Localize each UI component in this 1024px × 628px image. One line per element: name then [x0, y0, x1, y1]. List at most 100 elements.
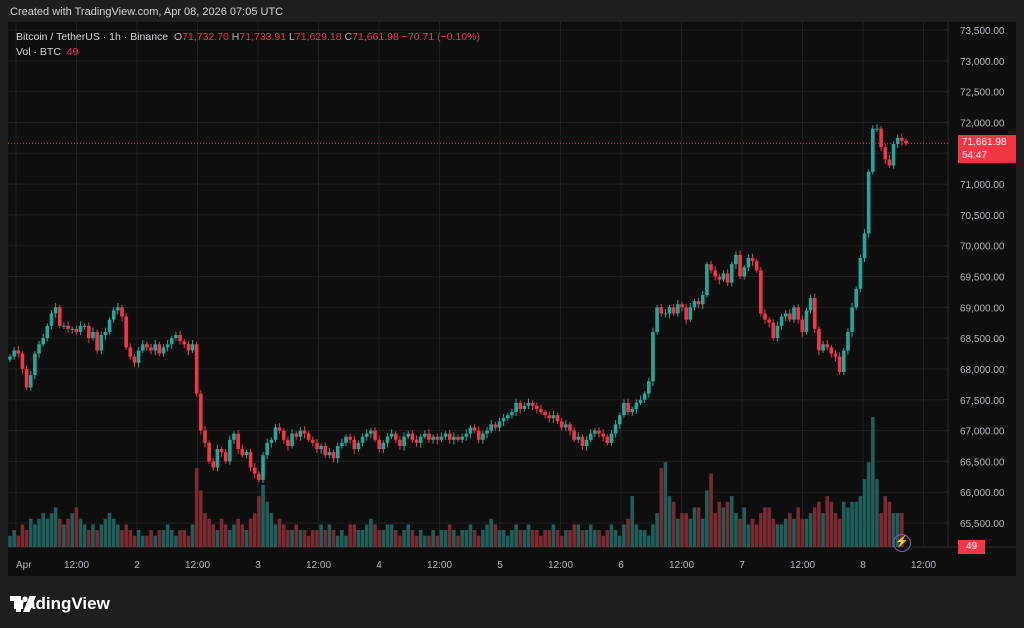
volume-bar [62, 524, 66, 547]
candle-body [775, 325, 780, 339]
candle-body [518, 402, 523, 409]
volume-bar [680, 513, 684, 547]
volume-bar [871, 417, 875, 547]
tradingview-logo[interactable]: TradingView [10, 594, 110, 614]
volume-bar [145, 535, 149, 547]
candle-body [8, 356, 12, 360]
candle-body [265, 442, 269, 456]
candle-body [389, 433, 394, 437]
candle-body [468, 427, 473, 434]
candle-body [443, 433, 448, 437]
candle-body [875, 128, 879, 130]
candle-body [626, 402, 630, 413]
lightning-icon[interactable]: ⚡ [893, 534, 911, 552]
y-tick-label: 72,000.00 [960, 118, 1005, 129]
candle-body [655, 307, 659, 332]
candle-body [493, 424, 498, 428]
change-value: −70.71 (−0.10%) [401, 31, 480, 43]
candle-body [850, 307, 854, 332]
candle-body [37, 344, 41, 354]
volume-bar [543, 530, 547, 547]
volume-bar [393, 530, 398, 547]
x-tick-label: 12:00 [548, 560, 573, 571]
candle-body [286, 439, 290, 446]
volume-bar [41, 513, 45, 547]
volume-bar [348, 524, 352, 547]
volume-bar [667, 496, 672, 547]
volume-bar [481, 530, 485, 547]
candle-body [169, 338, 174, 345]
candle-body [472, 427, 477, 431]
candle-body [605, 436, 610, 443]
candle-body [78, 325, 83, 332]
volume-bar [402, 530, 406, 547]
volume-bar [427, 535, 431, 547]
candle-body [406, 433, 411, 437]
volume-bar [775, 524, 780, 547]
volume-bar [244, 530, 249, 547]
candle-body [688, 307, 693, 320]
high-value: 71,733.91 [239, 31, 287, 43]
volume-bar [613, 530, 618, 547]
candle-body [584, 439, 589, 446]
chart-area[interactable]: 73,500.0073,000.0072,500.0072,000.0071,5… [8, 22, 1016, 576]
volume-bar [700, 518, 705, 547]
candle-body [16, 350, 21, 354]
candle-body [49, 313, 54, 326]
candle-body [360, 436, 365, 443]
y-tick-label: 67,500.00 [960, 396, 1005, 407]
volume-bar [95, 530, 99, 547]
volume-bar [821, 513, 825, 547]
volume-bar [74, 507, 79, 547]
volume-bar [692, 507, 697, 547]
volume-bar [327, 524, 332, 547]
candle-body [66, 325, 70, 329]
candle-body [116, 307, 120, 311]
volume-bar [858, 496, 863, 547]
volume-bar [696, 507, 701, 547]
volume-bar [331, 530, 336, 547]
candle-body [369, 430, 373, 434]
volume-bar [236, 518, 240, 547]
volume-bar [261, 484, 265, 547]
volume-bar [738, 518, 742, 547]
volume-bar [70, 513, 75, 547]
candle-body [418, 436, 423, 443]
volume-bar [219, 518, 224, 547]
volume-bar [468, 524, 473, 547]
volume-bar [829, 501, 834, 547]
candle-body [837, 356, 842, 373]
volume-bar [887, 501, 892, 547]
candlestick-chart[interactable]: 73,500.0073,000.0072,500.0072,000.0071,5… [8, 22, 1016, 576]
candle-body [456, 436, 460, 440]
volume-bar [555, 530, 560, 547]
volume-bar [252, 513, 257, 547]
candle-body [124, 316, 128, 348]
volume-bar [647, 535, 651, 547]
volume-bar [8, 535, 12, 547]
candle-body [659, 307, 664, 314]
candle-body [194, 344, 199, 394]
volume-bar [576, 524, 581, 547]
volume-bar [344, 535, 348, 547]
candle-body [398, 439, 402, 446]
volume-bar [501, 530, 506, 547]
volume-bar [676, 518, 680, 547]
candle-body [91, 331, 95, 339]
candle-body [165, 344, 170, 348]
volume-bar [82, 524, 87, 547]
volume-bar [37, 518, 41, 547]
candle-body [381, 442, 386, 450]
low-value: 71,629.18 [294, 31, 342, 43]
volume-bar [423, 535, 427, 547]
volume-bar [879, 513, 883, 547]
volume-bar [389, 524, 394, 547]
volume-bar [547, 530, 552, 547]
candle-body [651, 331, 655, 382]
candle-body [136, 350, 141, 363]
volume-bar [381, 530, 386, 547]
candle-body [33, 353, 37, 376]
volume-bar [116, 524, 120, 547]
volume-bar [356, 530, 361, 547]
volume-bar [734, 513, 738, 547]
